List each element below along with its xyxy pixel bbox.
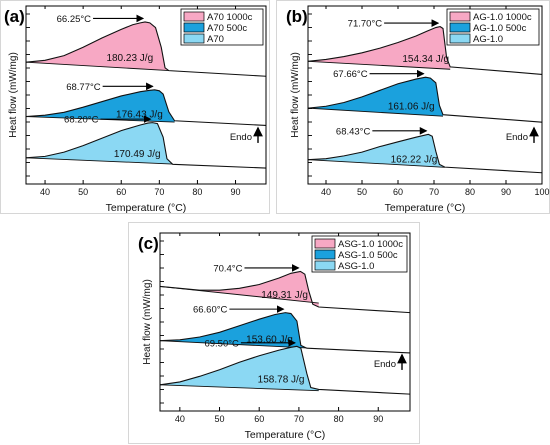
series-line-2 xyxy=(307,133,543,174)
legend-label: A70 500c xyxy=(207,23,247,34)
enthalpy-label: 180.23 J/g xyxy=(106,53,153,64)
panel-a: 66.25°C 180.23 J/g 68.77°C 176.43 J/g 68.20°… xyxy=(0,0,270,214)
series-line-1 xyxy=(307,76,543,123)
legend-swatch xyxy=(314,249,336,260)
x-axis-label: Temperature (°C) xyxy=(245,429,326,441)
panel-c: 70.4°C 149.31 J/g 66.60°C 153.60 J/g 69.50°C… xyxy=(128,222,420,444)
series-baseline-2 xyxy=(307,159,445,168)
panel-frame xyxy=(128,222,420,444)
series-fill-1 xyxy=(26,89,175,123)
series-line-2 xyxy=(25,122,267,169)
x-tick-label: 90 xyxy=(373,414,383,424)
panel-frame xyxy=(0,0,270,214)
x-tick-label: 80 xyxy=(334,414,344,424)
x-tick-label: 60 xyxy=(116,187,126,197)
legend-label: ASG-1.0 xyxy=(338,261,374,272)
enthalpy-label: 176.43 J/g xyxy=(116,110,163,121)
peak-temperature-label: 66.25°C xyxy=(57,14,92,25)
enthalpy-label: 153.60 J/g xyxy=(246,334,293,345)
legend-swatch xyxy=(449,22,471,33)
legend-swatch xyxy=(183,22,205,33)
x-tick-label: 40 xyxy=(175,414,185,424)
series-baseline-2 xyxy=(159,384,319,392)
peak-temperature-label: 66.60°C xyxy=(193,305,228,316)
x-tick-label: 60 xyxy=(393,187,403,197)
endo-label: Endo xyxy=(230,132,252,143)
x-tick-label: 90 xyxy=(501,187,511,197)
series-line-2 xyxy=(159,345,411,395)
legend-swatch xyxy=(314,260,336,271)
x-tick-label: 80 xyxy=(465,187,475,197)
peak-temperature-label: 68.77°C xyxy=(66,82,101,93)
series-line-1 xyxy=(25,89,267,126)
peak-temperature-label: 68.43°C xyxy=(336,126,371,137)
panel-b: 71.70°C 154.34 J/g 67.66°C 161.06 J/g 68.43°… xyxy=(276,0,550,214)
series-line-0 xyxy=(25,21,267,77)
y-axis-label: Heat flow (mW/mg) xyxy=(8,52,19,138)
series-fill-0 xyxy=(160,271,319,308)
peak-temperature-label: 70.4°C xyxy=(213,263,242,274)
legend-label: A70 1000c xyxy=(207,12,253,23)
legend-label: A70 xyxy=(207,34,224,45)
endo-label: Endo xyxy=(374,359,396,370)
x-tick-label: 40 xyxy=(40,187,50,197)
enthalpy-label: 170.49 J/g xyxy=(114,149,161,160)
endo-label: Endo xyxy=(506,132,528,143)
peak-temperature-label: 67.66°C xyxy=(333,69,368,80)
series-baseline-1 xyxy=(159,340,307,349)
legend-swatch xyxy=(449,11,471,22)
series-fill-0 xyxy=(308,26,451,70)
series-fill-1 xyxy=(160,312,307,349)
peak-temperature-label: 71.70°C xyxy=(348,19,383,30)
series-line-0 xyxy=(307,26,543,75)
y-axis-label: Heat flow (mW/mg) xyxy=(142,279,153,365)
series-line-1 xyxy=(159,312,411,354)
panel-label: (c) xyxy=(138,234,159,253)
series-line-0 xyxy=(159,270,411,314)
x-tick-label: 90 xyxy=(231,187,241,197)
x-axis-label: Temperature (°C) xyxy=(106,202,187,214)
enthalpy-label: 162.22 J/g xyxy=(391,154,438,165)
x-tick-label: 50 xyxy=(78,187,88,197)
series-baseline-0 xyxy=(307,60,451,70)
peak-temperature-label: 69.50°C xyxy=(204,338,239,349)
legend-swatch xyxy=(183,33,205,44)
x-tick-label: 40 xyxy=(321,187,331,197)
enthalpy-label: 154.34 J/g xyxy=(402,54,449,65)
x-tick-label: 60 xyxy=(254,414,264,424)
legend-label: ASG-1.0 1000c xyxy=(338,239,403,250)
legend-label: ASG-1.0 500c xyxy=(338,250,398,261)
series-baseline-0 xyxy=(25,61,169,72)
legend-swatch xyxy=(183,11,205,22)
panel-label: (a) xyxy=(4,7,25,26)
series-fill-2 xyxy=(160,346,319,391)
series-fill-2 xyxy=(26,122,173,165)
legend-label: AG-1.0 xyxy=(473,34,503,45)
legend-label: AG-1.0 500c xyxy=(473,23,527,34)
x-tick-label: 50 xyxy=(357,187,367,197)
x-tick-label: 80 xyxy=(192,187,202,197)
legend-swatch xyxy=(449,33,471,44)
x-axis-label: Temperature (°C) xyxy=(385,202,466,214)
x-tick-label: 50 xyxy=(215,414,225,424)
x-tick-label: 70 xyxy=(154,187,164,197)
x-tick-label: 70 xyxy=(429,187,439,197)
series-fill-2 xyxy=(308,134,445,168)
y-axis-label: Heat flow (mW/mg) xyxy=(290,52,301,138)
enthalpy-label: 158.78 J/g xyxy=(258,375,305,386)
x-tick-label: 100 xyxy=(534,187,549,197)
enthalpy-label: 149.31 J/g xyxy=(261,290,308,301)
panel-label: (b) xyxy=(286,7,308,26)
series-baseline-2 xyxy=(25,157,173,165)
enthalpy-label: 161.06 J/g xyxy=(388,102,435,113)
series-fill-1 xyxy=(308,77,443,117)
legend-label: AG-1.0 1000c xyxy=(473,12,532,23)
peak-temperature-label: 68.20°C xyxy=(64,115,99,126)
series-fill-0 xyxy=(26,21,169,71)
x-tick-label: 70 xyxy=(294,414,304,424)
legend-swatch xyxy=(314,238,336,249)
series-baseline-1 xyxy=(307,107,444,117)
